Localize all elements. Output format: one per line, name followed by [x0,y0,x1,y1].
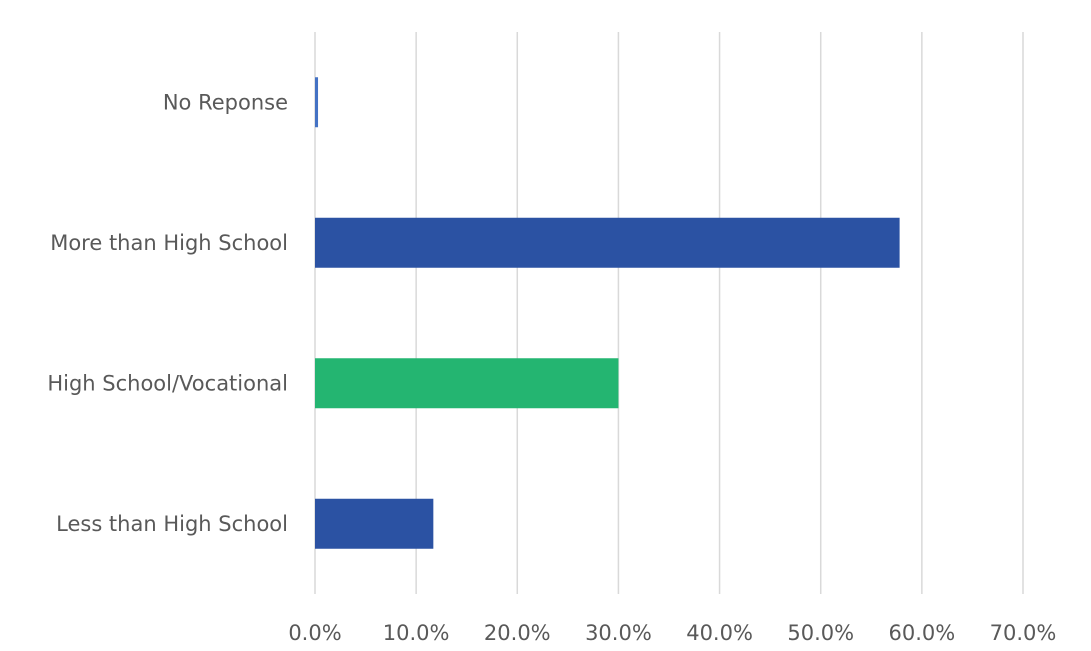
x-tick-label: 40.0% [686,621,753,645]
bar-high-school-vocational [315,358,619,409]
gridlines [314,32,1024,594]
x-tick-label: 50.0% [787,621,854,645]
bar-no-reponse [315,77,319,128]
x-tick-label: 20.0% [484,621,551,645]
x-tick-label: 70.0% [990,621,1057,645]
x-tick-label: 60.0% [888,621,955,645]
bars [315,77,900,549]
category-labels: No Reponse More than High School High Scho… [47,90,288,536]
x-tick-label: 30.0% [585,621,652,645]
bar-less-than-high-school [315,498,434,549]
x-axis-tick-labels: 0.0% 10.0% 20.0% 30.0% 40.0% 50.0% 60.0% 70.0% [288,621,1056,645]
category-label: No Reponse [163,90,288,114]
bar-more-than-high-school [315,217,900,268]
x-tick-label: 0.0% [288,621,341,645]
category-label: Less than High School [56,512,288,536]
category-label: More than High School [50,231,288,255]
x-tick-label: 10.0% [383,621,450,645]
category-label: High School/Vocational [47,371,288,395]
